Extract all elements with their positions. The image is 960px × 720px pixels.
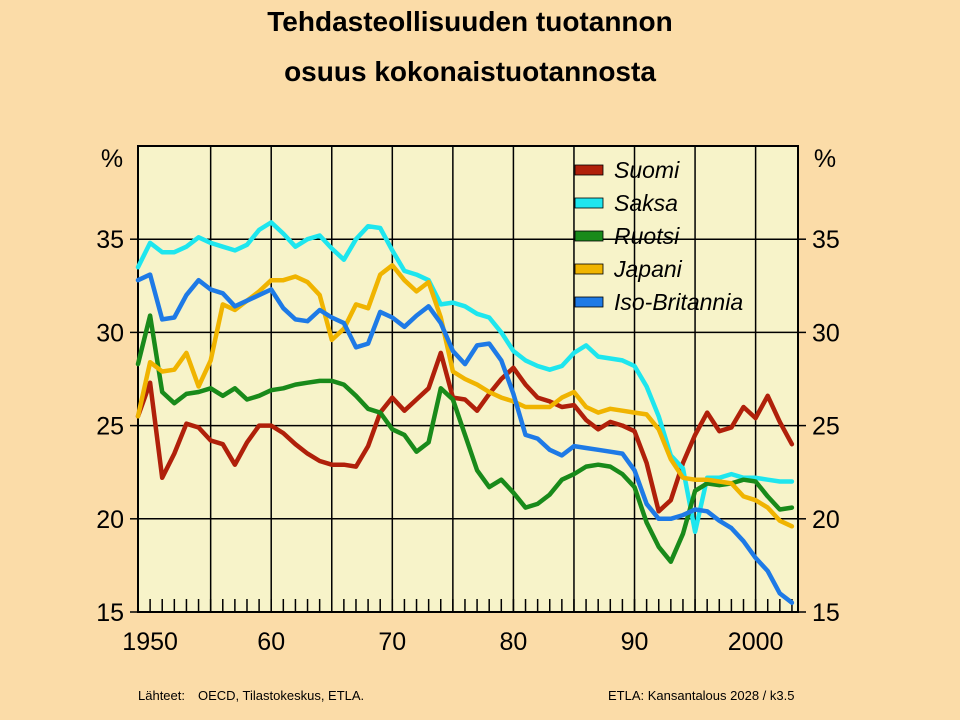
- legend-swatch: [574, 230, 604, 242]
- y-tick-label-right: 35: [812, 226, 840, 254]
- y-axis-unit-right: %: [814, 145, 836, 173]
- axis-ticks: [130, 238, 806, 613]
- x-tick-label: 70: [378, 628, 406, 656]
- legend-label: Japani: [613, 256, 683, 282]
- sources-label: Lähteet:: [138, 688, 185, 703]
- series-lines: [135, 220, 795, 605]
- legend-label: Ruotsi: [614, 223, 680, 249]
- legend-swatch: [574, 263, 604, 275]
- series-line-ruotsi: [135, 313, 795, 564]
- y-axis-unit-left: %: [101, 145, 123, 173]
- credit-text: ETLA: Kansantalous 2028 / k3.5: [608, 688, 795, 703]
- chart-title-line2: osuus kokonaistuotannosta: [284, 56, 656, 87]
- legend: Suomi Saksa Ruotsi Japani Iso-Britannia: [574, 157, 743, 315]
- legend-label: Suomi: [614, 157, 680, 183]
- y-tick-label-right: 15: [812, 599, 840, 627]
- x-tick-label: 90: [621, 628, 649, 656]
- legend-swatch: [574, 197, 604, 209]
- y-tick-label-right: 25: [812, 413, 840, 441]
- x-tick-label: 80: [500, 628, 528, 656]
- series-line-iso-britannia: [135, 272, 795, 605]
- legend-swatch: [574, 296, 604, 308]
- y-tick-label-left: 20: [96, 506, 124, 534]
- series-line-suomi: [135, 350, 795, 514]
- legend-swatch: [574, 164, 604, 176]
- x-tick-label: 60: [257, 628, 285, 656]
- chart-title-line1: Tehdasteollisuuden tuotannon: [267, 6, 673, 37]
- y-tick-label-right: 20: [812, 506, 840, 534]
- y-tick-label-right: 30: [812, 319, 840, 347]
- y-tick-label-left: 35: [96, 226, 124, 254]
- series-line-saksa: [135, 220, 795, 535]
- axis-labels: 15 15 20 20 25 25 30 30 35 35% % 1950 60 70 80 90 2000: [96, 145, 840, 656]
- gridlines: [138, 146, 798, 613]
- x-tick-label: 1950: [122, 628, 178, 656]
- legend-label: Saksa: [614, 190, 678, 216]
- legend-label: Iso-Britannia: [614, 289, 743, 315]
- x-tick-label: 2000: [728, 628, 784, 656]
- y-tick-label-left: 30: [96, 319, 124, 347]
- y-tick-label-left: 25: [96, 413, 124, 441]
- y-tick-label-left: 15: [96, 599, 124, 627]
- sources-text: OECD, Tilastokeskus, ETLA.: [198, 688, 365, 703]
